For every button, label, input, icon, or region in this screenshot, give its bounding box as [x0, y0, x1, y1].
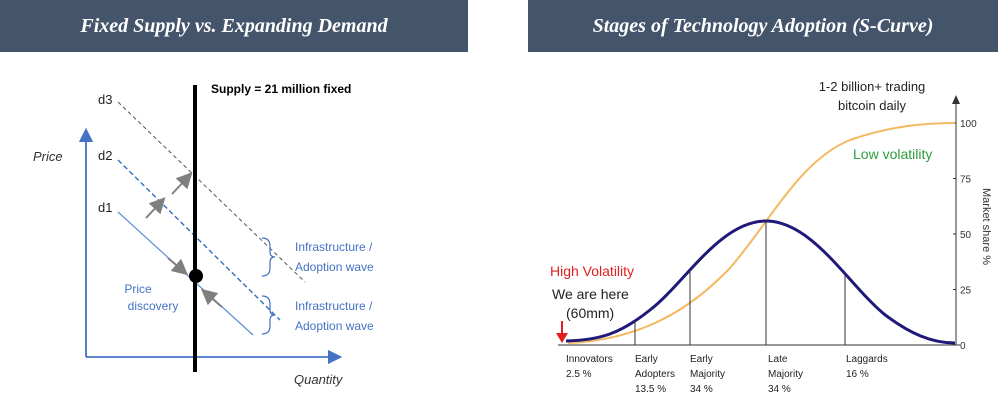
- y-axis-label: Market share %: [980, 188, 992, 265]
- category-laggards-line2: 16 %: [846, 369, 869, 380]
- category-early-majority-line2: Majority: [690, 369, 725, 380]
- category-late-majority-line3: 34 %: [768, 384, 791, 395]
- left-panel-title: Fixed Supply vs. Expanding Demand: [0, 0, 468, 52]
- we-are-here-arrow-head: [556, 333, 568, 343]
- category-early-majority-line3: 34 %: [690, 384, 713, 395]
- brace-lower-line1: Infrastructure /: [295, 299, 373, 313]
- quantity-axis-label: Quantity: [294, 372, 344, 387]
- y-tick-label-75: 75: [960, 175, 972, 186]
- category-early-adopters-line2: Adopters: [635, 369, 675, 380]
- brace-lower-line2: Adoption wave: [295, 319, 374, 333]
- we-are-here-line1: We are here: [552, 286, 629, 302]
- price-discovery-arrow-down: [167, 257, 189, 276]
- top-note-line2: bitcoin daily: [838, 98, 906, 113]
- right-panel-title: Stages of Technology Adoption (S-Curve): [528, 0, 998, 52]
- brace-upper-line1: Infrastructure /: [295, 240, 373, 254]
- demand-shift-arrow-1: [145, 197, 166, 219]
- demand-label-d3: d3: [98, 92, 112, 107]
- category-early-majority-line1: Early: [690, 354, 713, 365]
- category-late-majority-line2: Majority: [768, 369, 803, 380]
- y-tick-label-0: 0: [960, 341, 966, 352]
- market-share-axis-arrow: [952, 95, 960, 104]
- price-discovery-line2: discovery: [128, 299, 179, 313]
- low-volatility-label: Low volatility: [853, 146, 932, 162]
- bell-curve-adoption: [565, 219, 956, 345]
- category-early-adopters-line3: 13.5 %: [635, 384, 666, 395]
- price-discovery-line1: Price: [124, 282, 152, 296]
- high-volatility-label: High Volatility: [550, 263, 634, 279]
- y-tick-label-50: 50: [960, 230, 972, 241]
- y-tick-label-100: 100: [960, 119, 977, 130]
- brace-upper: [261, 237, 276, 277]
- demand-label-d1: d1: [98, 200, 112, 215]
- y-tick-label-25: 25: [960, 286, 972, 297]
- category-early-adopters-line1: Early: [635, 354, 658, 365]
- price-axis-label: Price: [33, 149, 63, 164]
- demand-curve-d2: [117, 159, 281, 321]
- demand-label-d2: d2: [98, 148, 112, 163]
- price-discovery-arrow-up: [200, 288, 223, 308]
- demand-shift-arrow-2: [171, 172, 193, 195]
- supply-label: Supply = 21 million fixed: [211, 82, 351, 96]
- category-innovators-line1: Innovators: [566, 354, 613, 365]
- s-curve-cumulative: [567, 122, 956, 344]
- supply-demand-diagram: Price Quantity d3 d2 d1 Supply = 21 mill…: [33, 82, 374, 387]
- category-late-majority-line1: Late: [768, 354, 788, 365]
- category-laggards-line1: Laggards: [846, 354, 888, 365]
- category-innovators-line2: 2.5 %: [566, 369, 592, 380]
- demand-curve-d3: [117, 101, 306, 283]
- brace-upper-line2: Adoption wave: [295, 260, 374, 274]
- we-are-here-line2: (60mm): [566, 305, 614, 321]
- equilibrium-point: [189, 269, 203, 283]
- top-note-line1: 1-2 billion+ trading: [819, 79, 926, 94]
- brace-lower: [261, 295, 276, 335]
